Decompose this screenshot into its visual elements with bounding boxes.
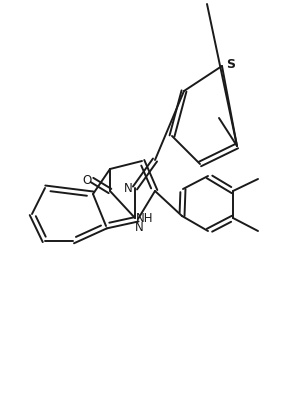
Text: N: N: [135, 221, 143, 234]
Text: N: N: [124, 182, 132, 195]
Text: NH: NH: [136, 212, 154, 225]
Text: S: S: [227, 59, 235, 71]
Text: O: O: [82, 174, 92, 187]
